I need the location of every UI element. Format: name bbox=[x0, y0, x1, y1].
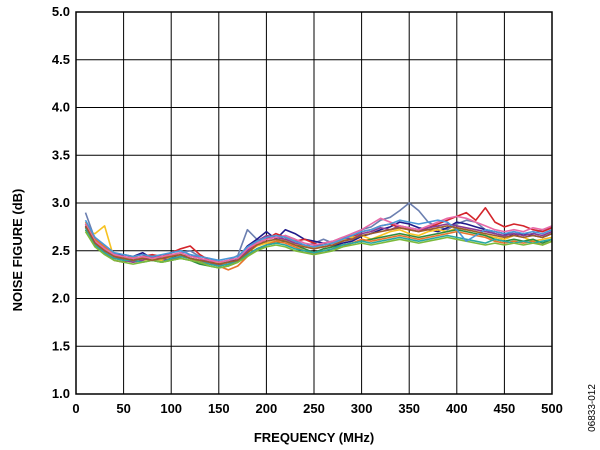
x-axis-title: FREQUENCY (MHz) bbox=[254, 430, 374, 445]
y-tick-label: 3.5 bbox=[52, 147, 70, 162]
x-tick-label: 150 bbox=[208, 401, 230, 416]
y-tick-label: 2.0 bbox=[52, 291, 70, 306]
plot-frame bbox=[75, 11, 553, 395]
y-tick-label: 4.0 bbox=[52, 100, 70, 115]
x-tick-label: 300 bbox=[351, 401, 373, 416]
x-tick-label: 400 bbox=[446, 401, 468, 416]
series-line-12 bbox=[84, 225, 553, 265]
y-tick-label: 3.0 bbox=[52, 195, 70, 210]
y-tick-labels: 1.0 1.5 2.0 2.5 3.0 3.5 4.0 4.5 5.0 bbox=[52, 4, 70, 401]
series-line-11 bbox=[84, 219, 553, 262]
series-group bbox=[84, 202, 553, 271]
series-line-5 bbox=[84, 228, 553, 269]
x-tick-labels: 0 50 100 150 200 250 300 350 400 450 500 bbox=[72, 401, 562, 416]
x-tick-label: 100 bbox=[160, 401, 182, 416]
figure-code: 06833-012 bbox=[587, 384, 598, 432]
grid bbox=[75, 11, 553, 395]
series-line-10 bbox=[84, 231, 553, 269]
x-tick-label: 250 bbox=[303, 401, 325, 416]
x-tick-label: 50 bbox=[116, 401, 130, 416]
y-tick-label: 5.0 bbox=[52, 4, 70, 19]
x-tick-label: 450 bbox=[494, 401, 516, 416]
y-tick-label: 2.5 bbox=[52, 243, 70, 258]
y-axis-title: NOISE FIGURE (dB) bbox=[10, 189, 25, 312]
y-tick-label: 1.5 bbox=[52, 338, 70, 353]
x-tick-label: 200 bbox=[256, 401, 278, 416]
x-tick-label: 500 bbox=[541, 401, 563, 416]
y-tick-label: 1.0 bbox=[52, 386, 70, 401]
x-tick-label: 350 bbox=[398, 401, 420, 416]
x-tick-label: 0 bbox=[72, 401, 79, 416]
y-tick-label: 4.5 bbox=[52, 52, 70, 67]
series-line-9 bbox=[84, 215, 553, 264]
